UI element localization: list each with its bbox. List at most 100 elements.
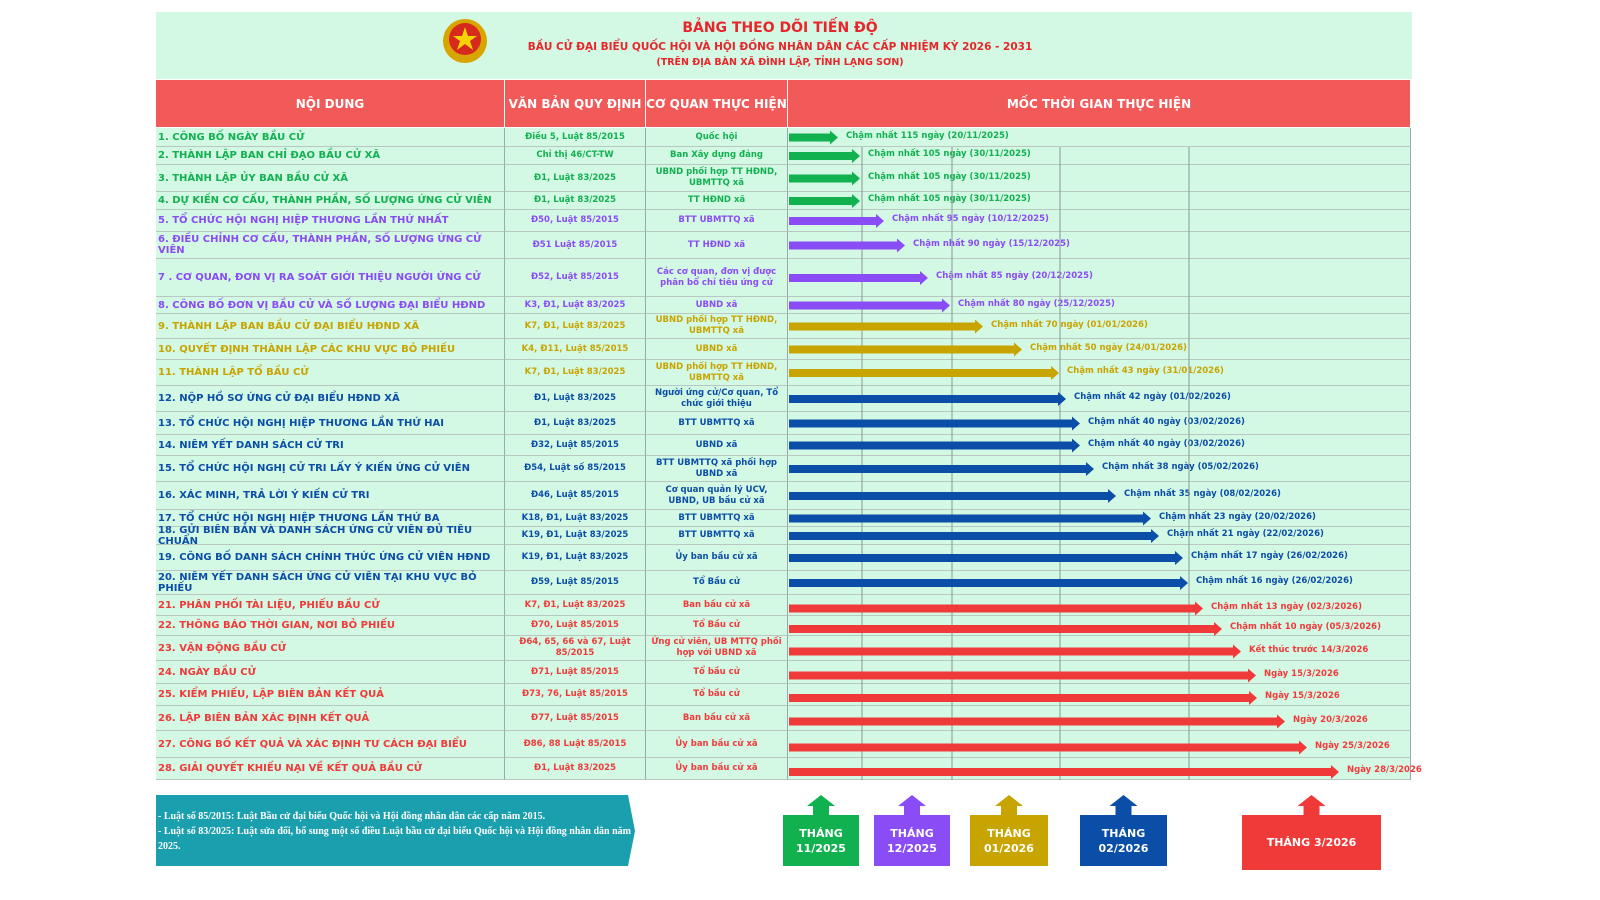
legend-arrow (995, 795, 1023, 815)
table-cell: 17. TỔ CHỨC HỘI NGHỊ HIỆP THƯƠNG LẦN THỨ… (156, 510, 505, 527)
milestone: Ngày 20/3/2026 (1293, 714, 1368, 725)
table-cell: BTT UBMTTQ xã (646, 210, 788, 232)
header-band (156, 12, 1412, 79)
notes-box (156, 795, 635, 866)
timeline-arrow (789, 714, 1285, 729)
table-cell: K19, Đ1, Luật 83/2025 (505, 545, 646, 571)
timeline-arrow (789, 551, 1183, 565)
table-cell: Ủy ban bầu cử xã (646, 545, 788, 571)
timeline-arrow (789, 691, 1257, 705)
milestone: Kết thúc trước 14/3/2026 (1249, 644, 1369, 655)
table-cell: 25. KIỂM PHIẾU, LẬP BIÊN BẢN KẾT QUẢ (156, 684, 505, 706)
table-cell: Tổ bầu cử (646, 684, 788, 706)
table-cell: 26. LẬP BIÊN BẢN XÁC ĐỊNH KẾT QUẢ (156, 706, 505, 731)
table-cell: Đ46, Luật 85/2015 (505, 482, 646, 510)
table-cell: BTT UBMTTQ xã (646, 527, 788, 545)
table-cell (788, 165, 1411, 192)
milestone: Chậm nhất 17 ngày (26/02/2026) (1191, 551, 1348, 561)
legend-arrow (1297, 795, 1326, 815)
milestone: Ngày 25/3/2026 (1315, 740, 1390, 751)
table-cell: Đ73, 76, Luật 85/2015 (505, 684, 646, 706)
table-cell: 10. QUYẾT ĐỊNH THÀNH LẬP CÁC KHU VỰC BỎ … (156, 339, 505, 360)
table-cell: 11. THÀNH LẬP TỔ BẦU CỬ (156, 360, 505, 386)
column-header: VĂN BẢN QUY ĐỊNH (505, 80, 646, 127)
table-cell: Đ1, Luật 83/2025 (505, 165, 646, 192)
timeline-arrow (789, 529, 1159, 543)
table-cell: 21. PHÂN PHỐI TÀI LIỆU, PHIẾU BẦU CỬ (156, 595, 505, 616)
timeline-arrow (789, 668, 1256, 683)
milestone: Chậm nhất 105 ngày (30/11/2025) (868, 171, 1031, 182)
timeline-arrow (789, 462, 1094, 476)
table-cell: Ban bầu cử xã (646, 595, 788, 616)
milestone: Chậm nhất 70 ngày (01/01/2026) (991, 319, 1148, 330)
milestone: Chậm nhất 21 ngày (22/02/2026) (1167, 529, 1324, 539)
table-cell: Đ59, Luật 85/2015 (505, 571, 646, 595)
milestone: Chậm nhất 90 ngày (15/12/2025) (913, 238, 1070, 249)
table-cell: Chỉ thị 46/CT-TW (505, 147, 646, 165)
table-cell (788, 339, 1411, 360)
milestone: Chậm nhất 38 ngày (05/02/2026) (1102, 462, 1259, 472)
timeline-arrow (789, 171, 860, 186)
table-cell: Đ71, Luật 85/2015 (505, 661, 646, 684)
timeline-arrow (789, 489, 1116, 503)
table-cell: Đ1, Luật 83/2025 (505, 192, 646, 210)
table-cell: Tổ bầu cử (646, 661, 788, 684)
table-cell: Quốc hội (646, 128, 788, 147)
table-cell: 8. CÔNG BỐ ĐƠN VỊ BẦU CỬ VÀ SỐ LƯỢNG ĐẠI… (156, 297, 505, 314)
legend-item: THÁNG 01/2026 (970, 815, 1048, 866)
table-cell: Ứng cử viên, UB MTTQ phối hợp với UBND x… (646, 636, 788, 661)
table-cell: TT HĐND xã (646, 192, 788, 210)
table-cell: Đ52, Luật 85/2015 (505, 259, 646, 297)
table-cell: 24. NGÀY BẦU CỬ (156, 661, 505, 684)
milestone: Chậm nhất 80 ngày (25/12/2025) (958, 298, 1115, 309)
milestone: Chậm nhất 40 ngày (03/02/2026) (1088, 438, 1245, 449)
table-cell: K7, Đ1, Luật 83/2025 (505, 360, 646, 386)
legend-arrow (807, 795, 835, 815)
table-cell: 15. TỔ CHỨC HỘI NGHỊ CỬ TRI LẤY Ý KIẾN Ứ… (156, 456, 505, 482)
legend-item: THÁNG 11/2025 (783, 815, 859, 866)
column-header: NỘI DUNG (156, 80, 505, 127)
notes: - Luật số 85/2015: Luật Bầu cử đại biểu … (158, 809, 638, 854)
table-cell: Đ50, Luật 85/2015 (505, 210, 646, 232)
subtitle: BẦU CỬ ĐẠI BIỂU QUỐC HỘI VÀ HỘI ĐỒNG NHÂ… (527, 41, 1033, 53)
timeline-arrow (789, 319, 983, 334)
table-cell: Đ64, 65, 66 và 67, Luật 85/2015 (505, 636, 646, 661)
milestone: Chậm nhất 95 ngày (10/12/2025) (892, 214, 1049, 224)
table-cell (788, 192, 1411, 210)
milestone: Chậm nhất 85 ngày (20/12/2025) (936, 271, 1093, 281)
table-cell: 27. CÔNG BỐ KẾT QUẢ VÀ XÁC ĐỊNH TƯ CÁCH … (156, 731, 505, 758)
table-cell: Người ứng cử/Cơ quan, Tổ chức giới thiệu (646, 386, 788, 412)
timeline-arrow (789, 601, 1203, 616)
table-cell: 18. GỬI BIÊN BẢN VÀ DANH SÁCH ỨNG CỬ VIÊ… (156, 525, 505, 547)
table-cell: K7, Đ1, Luật 83/2025 (505, 595, 646, 616)
table-cell: 20. NIÊM YẾT DANH SÁCH ỨNG CỬ VIÊN TẠI K… (156, 571, 505, 595)
table-cell: 3. THÀNH LẬP ỦY BAN BẦU CỬ XÃ (156, 165, 505, 192)
timeline-arrow (789, 511, 1151, 526)
table-cell (788, 435, 1411, 456)
table-cell: Cơ quan quản lý UCV, UBND, UB bầu cử xã (646, 482, 788, 510)
milestone: Chậm nhất 43 ngày (31/01/2026) (1067, 366, 1224, 376)
table-cell: BTT UBMTTQ xã (646, 510, 788, 527)
table-cell: Tổ Bầu cử (646, 616, 788, 636)
legend-item: THÁNG 02/2026 (1080, 815, 1167, 866)
milestone: Chậm nhất 50 ngày (24/01/2026) (1030, 342, 1187, 353)
table-cell: BTT UBMTTQ xã (646, 412, 788, 435)
table-cell: K18, Đ1, Luật 83/2025 (505, 510, 646, 527)
table-cell: 6. ĐIỀU CHỈNH CƠ CẤU, THÀNH PHẦN, SỐ LƯỢ… (156, 232, 505, 259)
legend-arrow (898, 795, 926, 815)
table-cell: Tổ Bầu cử (646, 571, 788, 595)
table-cell: K7, Đ1, Luật 83/2025 (505, 314, 646, 339)
table-cell: BTT UBMTTQ xã phối hợp UBND xã (646, 456, 788, 482)
table-cell: UBND xã (646, 297, 788, 314)
timeline-arrow (789, 298, 950, 313)
table-cell: 2. THÀNH LẬP BAN CHỈ ĐẠO BẦU CỬ XÃ (156, 147, 505, 165)
note: - Luật số 85/2015: Luật Bầu cử đại biểu … (158, 811, 546, 822)
table-cell: 1. CÔNG BỐ NGÀY BẦU CỬ (156, 128, 505, 147)
table-cell: UBND xã (646, 339, 788, 360)
timeline-arrow (789, 416, 1080, 431)
table-cell: Đ51 Luật 85/2015 (505, 232, 646, 259)
table-cell: 16. XÁC MINH, TRẢ LỜI Ý KIẾN CỬ TRI (156, 482, 505, 510)
table-cell: 9. THÀNH LẬP BAN BẦU CỬ ĐẠI BIỂU HĐND XÃ (156, 314, 505, 339)
milestone: Chậm nhất 115 ngày (20/11/2025) (846, 130, 1009, 141)
